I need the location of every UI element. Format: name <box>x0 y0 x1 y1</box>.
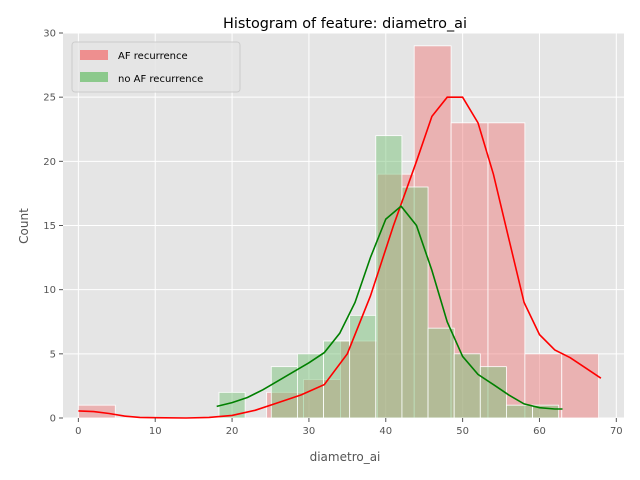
y-tick-label: 15 <box>43 221 56 232</box>
x-tick-label: 30 <box>303 426 316 437</box>
legend: AF recurrence no AF recurrence <box>71 41 241 93</box>
y-tick-label: 0 <box>50 414 56 425</box>
kde-curves <box>78 96 602 419</box>
y-tick-label: 20 <box>43 157 56 168</box>
legend-swatch-af-recurrence <box>80 50 108 60</box>
x-tick-label: 20 <box>226 426 239 437</box>
y-tick-label: 25 <box>43 93 56 104</box>
bar-no-af-recurrence <box>375 135 403 419</box>
kde-curve-no-af-recurrence <box>216 205 563 410</box>
bar-no-af-recurrence <box>506 404 533 419</box>
bar-no-af-recurrence <box>401 186 429 419</box>
bar-no-af-recurrence <box>349 314 377 419</box>
x-tick-label: 70 <box>610 426 623 437</box>
bar-no-af-recurrence <box>427 327 455 419</box>
bar-no-af-recurrence <box>270 366 298 419</box>
x-tick-label: 10 <box>149 426 162 437</box>
x-tick-label: 0 <box>75 426 81 437</box>
legend-label-no-af-recurrence: no AF recurrence <box>118 74 203 85</box>
x-tick-label: 50 <box>456 426 469 437</box>
legend-swatch-no-af-recurrence <box>80 72 108 82</box>
legend-box <box>71 41 241 93</box>
y-tick-label: 5 <box>50 349 56 360</box>
bar-no-af-recurrence <box>479 366 507 419</box>
y-tick-label: 10 <box>43 285 56 296</box>
bar-no-af-recurrence <box>296 353 324 419</box>
x-tick-label: 40 <box>379 426 392 437</box>
x-axis-label: diametro_ai <box>310 450 381 464</box>
axis-ticks: 0 10 20 30 40 50 60 70 0 5 10 15 20 25 30 <box>43 29 622 438</box>
legend-label-af-recurrence: AF recurrence <box>118 51 188 62</box>
x-tick-label: 60 <box>533 426 546 437</box>
histogram-bars <box>77 45 600 419</box>
y-tick-label: 30 <box>43 29 56 40</box>
y-axis-label: Count <box>17 208 31 244</box>
bar-no-af-recurrence <box>453 353 481 419</box>
kde-curve-af-recurrence <box>78 96 602 419</box>
chart-title: Histogram of feature: diametro_ai <box>223 16 467 32</box>
